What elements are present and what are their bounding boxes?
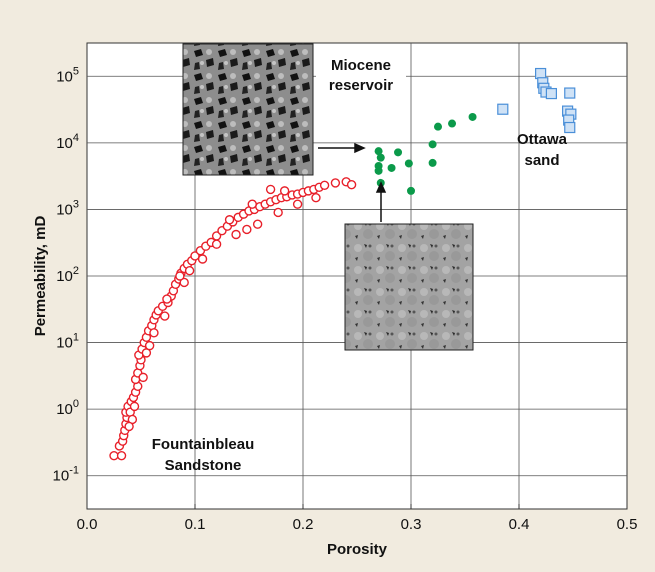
y-tick-label: 102 (56, 265, 79, 285)
fontainebleau-point (116, 450, 127, 461)
fontainebleau-point (179, 277, 189, 288)
ottawa-point (545, 87, 558, 100)
fontainebleau-point (175, 271, 185, 281)
fontainebleau-point (124, 421, 134, 432)
miocene-label-background (316, 54, 406, 98)
miocene-point (468, 112, 477, 121)
ottawa-point (534, 67, 547, 80)
y-tick-label: 10-1 (53, 465, 79, 485)
fontainebleau-label-line1: Fountainbleau (152, 436, 255, 453)
miocene-point (434, 122, 442, 131)
ottawa-label-line1: Ottawa (517, 131, 568, 148)
fontainebleau-point (252, 219, 263, 229)
fontainebleau-label-line2: Sandstone (165, 457, 242, 474)
ottawa-point (564, 121, 576, 134)
fontainebleau-point (160, 311, 170, 321)
miocene-point (374, 147, 383, 156)
fontainebleau-point (184, 266, 195, 276)
fontainebleau-point (211, 239, 222, 249)
fontainebleau-point (224, 215, 235, 225)
axis-ticks: 0.0 0.1 0.2 0.3 0.4 0.5 10-1 100 101 102 103 104 105 (53, 65, 638, 533)
miocene-point (387, 163, 396, 172)
fontainebleau-point (231, 229, 241, 240)
x-tick-label: 0.3 (401, 516, 422, 533)
ottawa-micrograph-image (344, 223, 474, 351)
ottawa-point (497, 103, 509, 115)
y-tick-label: 100 (56, 398, 79, 418)
x-axis-title: Porosity (327, 541, 388, 558)
miocene-point (428, 140, 437, 149)
fontainebleau-point (242, 224, 252, 235)
fontainebleau-point (346, 180, 357, 190)
x-tick-label: 0.1 (185, 516, 206, 533)
fontainebleau-point (138, 372, 148, 383)
miocene-point (394, 148, 403, 157)
miocene-label-line2: reservoir (329, 77, 393, 94)
miocene-point (407, 186, 415, 195)
y-tick-label: 104 (56, 132, 79, 152)
fontainebleau-point (197, 254, 208, 264)
y-tick-label: 105 (56, 65, 79, 85)
y-tick-label: 101 (56, 332, 79, 352)
fontainebleau-point (319, 180, 330, 191)
ottawa-label-line2: sand (524, 152, 559, 169)
fontainebleau-point (162, 294, 172, 304)
ottawa-point (564, 87, 576, 99)
fontainebleau-point (265, 184, 276, 195)
arrow-head-up (375, 181, 387, 193)
miocene-point (448, 119, 457, 128)
fontainebleau-point (149, 328, 159, 338)
x-tick-label: 0.5 (617, 516, 638, 533)
arrow-head-right (354, 142, 366, 154)
fontainebleau-point (129, 401, 140, 412)
miocene-label-line1: Miocene (331, 57, 391, 74)
fontainebleau-point (330, 178, 341, 188)
miocene-point (404, 159, 413, 168)
arrows (318, 142, 387, 222)
miocene-point (428, 158, 437, 167)
miocene-point (374, 166, 383, 175)
x-tick-label: 0.4 (509, 516, 530, 533)
miocene-micrograph-image (182, 43, 314, 176)
x-tick-label: 0.2 (293, 516, 314, 533)
y-axis-title: Permeability, mD (32, 216, 49, 337)
fontainebleau-point (273, 207, 283, 218)
fontainebleau-point (109, 450, 119, 461)
x-tick-label: 0.0 (77, 516, 98, 533)
fontainebleau-point (292, 199, 303, 209)
fontainebleau-point (144, 340, 155, 351)
fontainebleau-point (311, 193, 321, 203)
fontainebleau-point (247, 199, 257, 209)
data-points (109, 67, 577, 461)
miocene-point (376, 153, 385, 162)
y-tick-label: 103 (56, 198, 79, 218)
fontainebleau-point (279, 186, 290, 196)
